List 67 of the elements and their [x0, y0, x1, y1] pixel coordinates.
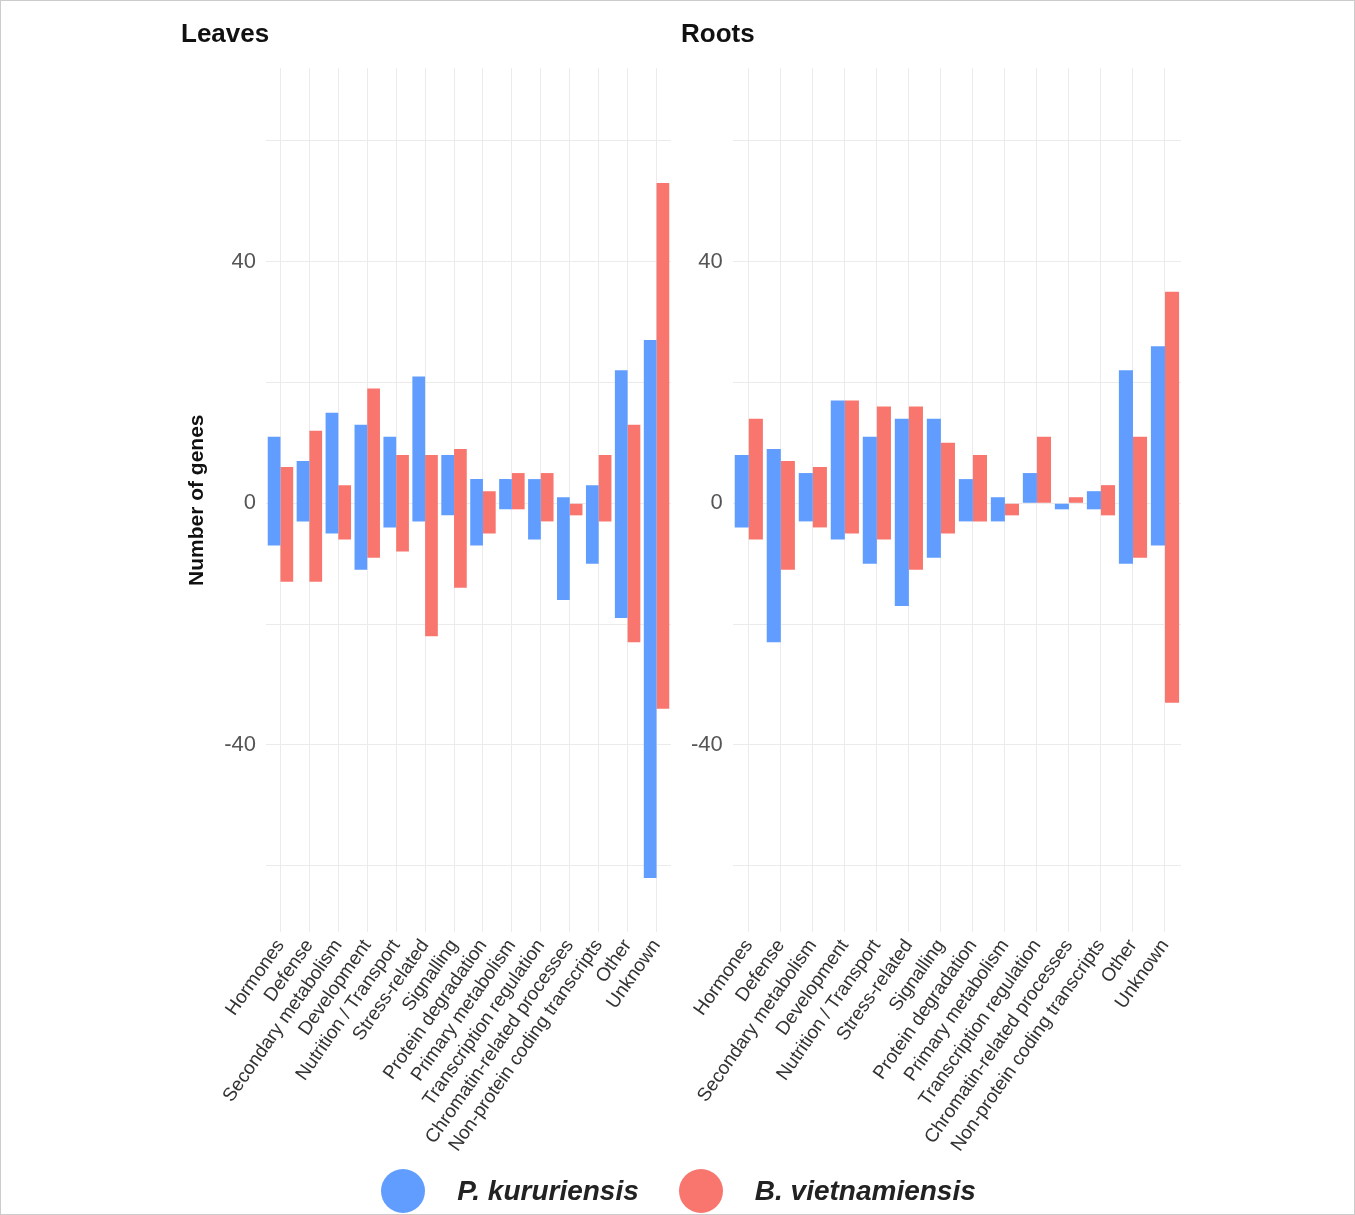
bar — [425, 454, 438, 637]
bar — [1164, 291, 1180, 703]
bar — [1054, 503, 1069, 510]
bar — [766, 448, 781, 643]
bar — [441, 454, 455, 516]
bar — [309, 430, 323, 582]
bar — [482, 491, 496, 534]
bar — [511, 473, 525, 510]
bar — [1150, 346, 1165, 546]
bar — [1086, 491, 1101, 510]
bar — [748, 418, 763, 540]
legend-label: B. vietnamiensis — [754, 1175, 976, 1207]
bar — [354, 424, 368, 570]
bar — [396, 454, 409, 552]
bar — [656, 183, 670, 709]
y-tick-label: 40 — [698, 247, 723, 273]
bar — [614, 370, 628, 619]
bar — [1132, 436, 1148, 558]
bar — [926, 418, 941, 558]
bar — [643, 340, 657, 878]
bar — [1118, 370, 1133, 564]
y-tick-label: 0 — [710, 489, 723, 515]
bar — [296, 460, 310, 522]
bar — [585, 485, 599, 564]
bar — [325, 412, 339, 534]
bar — [454, 448, 467, 588]
bar — [780, 460, 795, 570]
chart-title: Roots — [681, 17, 755, 48]
bar — [1068, 497, 1084, 503]
bar — [862, 436, 877, 564]
bar — [958, 479, 973, 522]
bar — [734, 454, 749, 528]
bar — [383, 436, 397, 528]
bar — [1100, 485, 1116, 516]
bar — [940, 442, 955, 534]
bar — [627, 424, 641, 643]
bar — [990, 497, 1005, 522]
y-axis-title: Number of genes — [184, 414, 208, 587]
bar — [280, 467, 294, 582]
bar — [830, 400, 845, 540]
bar — [1022, 473, 1037, 503]
bar — [876, 406, 891, 540]
bar — [798, 473, 813, 522]
bar — [972, 454, 987, 522]
bar — [908, 406, 923, 570]
legend-label: P. kururiensis — [457, 1175, 639, 1207]
y-tick-label: 0 — [243, 489, 256, 515]
bar — [499, 479, 512, 510]
y-tick-label: -40 — [691, 731, 723, 757]
bar — [598, 454, 612, 522]
bar — [367, 388, 380, 558]
bar — [844, 400, 859, 534]
bar — [812, 467, 827, 528]
bar — [540, 473, 554, 522]
bar — [557, 497, 570, 600]
bar — [528, 479, 541, 540]
y-tick-label: 40 — [231, 247, 256, 273]
bar — [1036, 436, 1052, 503]
bar — [267, 436, 281, 546]
bar — [569, 503, 583, 516]
chart-title: Leaves — [181, 17, 270, 48]
y-tick-label: -40 — [224, 731, 256, 757]
bar — [894, 418, 909, 606]
bar — [338, 485, 352, 540]
bar — [412, 376, 426, 522]
bar — [1004, 503, 1020, 516]
bar — [470, 479, 483, 546]
